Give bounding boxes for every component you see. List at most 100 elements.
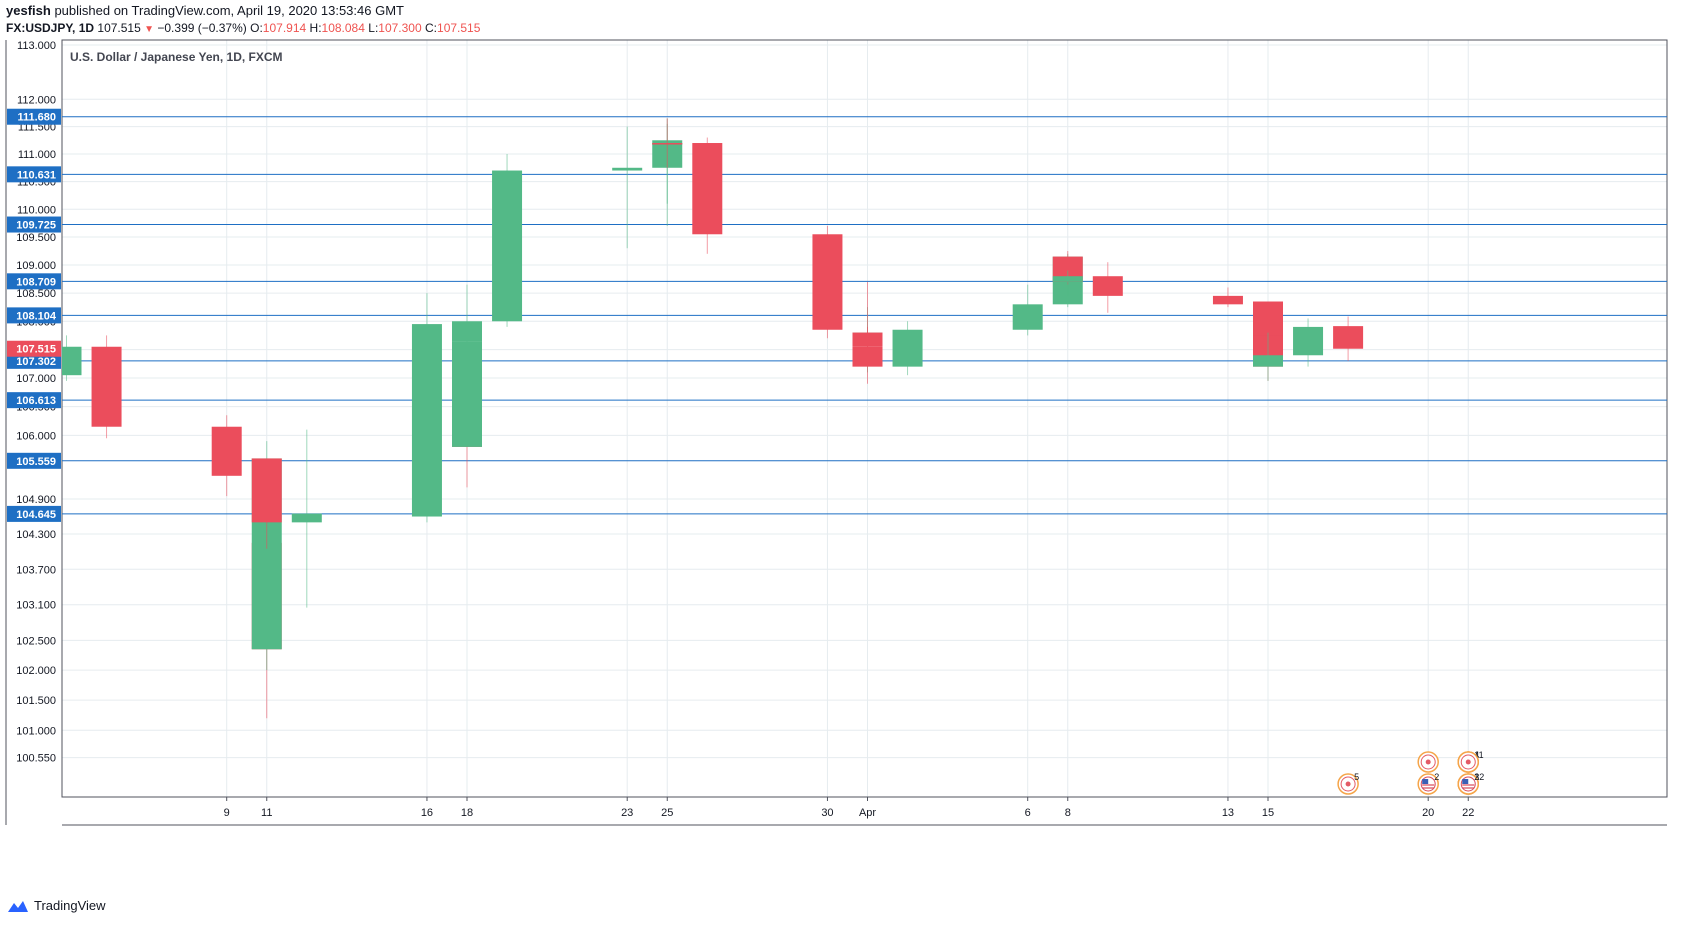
time-tick-label: 20 — [1422, 807, 1434, 819]
ohlc-legend: FX:USDJPY, 1D 107.515 ▼ −0.399 (−0.37%) … — [6, 21, 481, 35]
candle-body — [1333, 326, 1364, 349]
high-label: H: — [309, 21, 322, 35]
time-tick-label: 8 — [1065, 807, 1071, 819]
candle-body — [1253, 355, 1283, 367]
time-tick-label: 23 — [621, 807, 633, 819]
price-tick-label: 102.000 — [16, 665, 56, 677]
price-tick-label: 102.500 — [16, 635, 56, 647]
price-tick-label: 113.000 — [17, 40, 56, 52]
time-tick-label: 22 — [1462, 807, 1474, 819]
level-price-badge — [7, 452, 61, 469]
symbol-label[interactable]: FX:USDJPY — [6, 21, 73, 35]
candle — [1253, 332, 1283, 381]
publish-info: yesfish published on TradingView.com, Ap… — [6, 3, 404, 18]
price-tick-label: 109.500 — [16, 232, 56, 244]
price-tick-label: 111.000 — [18, 149, 56, 161]
candle — [411, 293, 442, 523]
event-count: 2 — [1434, 772, 1439, 782]
level-price-badge — [7, 108, 61, 125]
open-value: 107.914 — [262, 21, 307, 35]
level-price-label: 105.559 — [16, 456, 56, 468]
price-tick-label: 106.000 — [16, 430, 56, 442]
time-tick-label: 6 — [1025, 807, 1031, 819]
horizontal-levels — [62, 116, 1667, 515]
time-tick-label: 9 — [224, 807, 230, 819]
level-price-badge — [7, 352, 61, 369]
candle — [892, 321, 923, 376]
level-price-label: 107.302 — [16, 356, 56, 368]
candle-body — [492, 170, 523, 322]
candle — [62, 335, 82, 381]
candle-body — [652, 143, 683, 145]
us-flag-event-icon[interactable]: 2 — [1457, 772, 1479, 795]
price-tick-label: 108.500 — [16, 288, 56, 300]
price-tick-label: 104.900 — [16, 494, 56, 506]
us-flag-event-icon[interactable]: 2 — [1417, 772, 1439, 795]
level-badges: 111.680 110.631 109.725 108.709 108.104 107.3… — [7, 108, 61, 522]
price-tick-label: 103.100 — [16, 600, 56, 612]
low-value: 107.300 — [378, 21, 422, 35]
candle — [1092, 262, 1123, 313]
calendar-event-icon[interactable]: 5 — [1337, 772, 1359, 795]
close-value: 107.515 — [437, 21, 481, 35]
down-triangle-icon: ▼ — [144, 24, 155, 35]
level-price-badge — [7, 505, 61, 522]
candle — [1333, 316, 1364, 361]
level-price-label: 109.725 — [16, 220, 56, 232]
published-text: published on TradingView.com, April 19, … — [54, 3, 404, 18]
candle — [852, 326, 883, 384]
time-tick-label: 15 — [1262, 807, 1274, 819]
time-tick-label: Apr — [859, 807, 876, 819]
time-tick-label: 30 — [821, 807, 833, 819]
candle — [1052, 270, 1083, 296]
candle — [1212, 287, 1243, 308]
level-price-label: 104.645 — [16, 509, 56, 521]
close-label: C: — [425, 21, 438, 35]
candle — [91, 335, 122, 439]
event-count: 4 — [1474, 750, 1479, 760]
time-tick-label: 25 — [661, 807, 673, 819]
last-price-badge — [7, 340, 61, 357]
cloud-icon — [8, 900, 28, 912]
event-count: 2 — [1474, 772, 1479, 782]
tradingview-logo[interactable]: TradingView — [6, 898, 106, 913]
candle-body — [251, 458, 282, 523]
event-count: 11 — [1474, 750, 1483, 760]
price-tick-label: 112.000 — [17, 94, 56, 106]
interval-label: 1D — [78, 21, 95, 35]
last-price-text: 107.515 — [97, 21, 141, 35]
candle-body — [91, 346, 122, 427]
price-tick-label: 101.500 — [16, 695, 56, 707]
price-tick-label: 100.550 — [16, 753, 56, 765]
candle — [452, 284, 482, 399]
level-price-badge — [7, 307, 61, 324]
price-tick-label: 109.000 — [16, 260, 56, 272]
high-value: 108.084 — [321, 21, 365, 35]
candle-body — [612, 167, 643, 171]
calendar-event-icon[interactable] — [1457, 751, 1479, 773]
candle-body — [211, 426, 242, 476]
level-price-label: 106.613 — [16, 395, 56, 407]
publisher-name[interactable]: yesfish — [6, 3, 51, 18]
event-count: 5 — [1354, 772, 1359, 782]
price-tick-label: 101.000 — [16, 725, 56, 737]
calendar-event-icon[interactable] — [1417, 751, 1439, 773]
candle — [1012, 284, 1043, 336]
candle-body — [62, 346, 82, 376]
low-label: L: — [368, 21, 379, 35]
candle-body — [1212, 295, 1243, 305]
candle-body — [1012, 304, 1043, 330]
event-count: 3 — [1474, 772, 1479, 782]
price-tick-label: 103.700 — [16, 564, 56, 576]
level-price-badge — [7, 273, 61, 290]
candle — [1253, 301, 1283, 350]
time-tick-label: 13 — [1222, 807, 1234, 819]
price-tick-label: 104.300 — [16, 529, 56, 541]
candle — [211, 415, 242, 497]
candle — [1293, 318, 1324, 367]
candle — [251, 458, 282, 549]
brand-name: TradingView — [34, 898, 106, 913]
candle — [652, 118, 683, 168]
